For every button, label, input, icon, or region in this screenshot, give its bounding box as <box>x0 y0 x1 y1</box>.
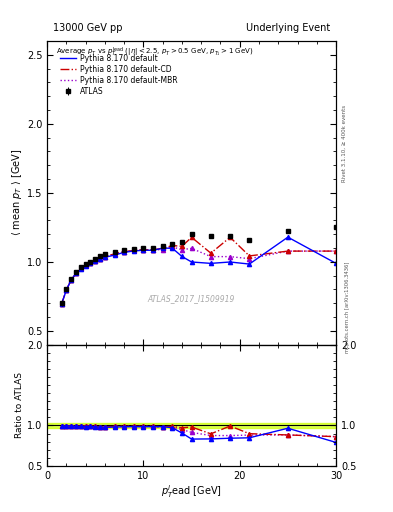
Pythia 8.170 default-CD <box>112 251 117 257</box>
Pythia 8.170 default <box>88 260 93 266</box>
Pythia 8.170 default <box>141 247 146 253</box>
Pythia 8.170 default <box>334 260 338 266</box>
Pythia 8.170 default-MBR <box>334 248 338 254</box>
Pythia 8.170 default-MBR <box>103 253 107 260</box>
Pythia 8.170 default-CD <box>160 245 165 251</box>
Pythia 8.170 default-CD <box>334 248 338 254</box>
Pythia 8.170 default-MBR <box>189 245 194 251</box>
Pythia 8.170 default-CD <box>64 287 69 293</box>
Pythia 8.170 default-MBR <box>247 255 252 262</box>
Pythia 8.170 default-CD <box>69 276 73 283</box>
Pythia 8.170 default <box>170 245 175 251</box>
Pythia 8.170 default-CD <box>88 260 93 266</box>
Pythia 8.170 default <box>93 259 98 265</box>
Text: mcplots.cern.ch [arXiv:1306.3436]: mcplots.cern.ch [arXiv:1306.3436] <box>345 262 350 353</box>
Pythia 8.170 default <box>160 245 165 251</box>
Pythia 8.170 default-CD <box>103 253 107 260</box>
Pythia 8.170 default-CD <box>170 243 175 249</box>
Text: 13000 GeV pp: 13000 GeV pp <box>53 24 123 33</box>
Pythia 8.170 default-CD <box>151 247 156 253</box>
Pythia 8.170 default-CD <box>228 234 233 240</box>
Pythia 8.170 default <box>59 301 64 307</box>
Pythia 8.170 default-MBR <box>93 258 98 264</box>
Pythia 8.170 default-CD <box>122 249 127 255</box>
Pythia 8.170 default <box>228 259 233 265</box>
Pythia 8.170 default-MBR <box>59 301 64 307</box>
X-axis label: $p_T^l\mathrm{ead}$ [GeV]: $p_T^l\mathrm{ead}$ [GeV] <box>161 483 222 500</box>
Pythia 8.170 default-MBR <box>122 249 127 255</box>
Pythia 8.170 default <box>112 252 117 258</box>
Pythia 8.170 default <box>64 287 69 293</box>
Pythia 8.170 default-CD <box>59 301 64 307</box>
Pythia 8.170 default-CD <box>83 262 88 268</box>
Pythia 8.170 default-CD <box>209 250 213 256</box>
Pythia 8.170 default-MBR <box>88 260 93 266</box>
Text: Underlying Event: Underlying Event <box>246 24 330 33</box>
Pythia 8.170 default-CD <box>132 247 136 253</box>
Pythia 8.170 default-CD <box>93 258 98 264</box>
Pythia 8.170 default-MBR <box>83 262 88 268</box>
Pythia 8.170 default-CD <box>79 265 83 271</box>
Pythia 8.170 default <box>103 254 107 261</box>
Pythia 8.170 default-MBR <box>170 244 175 250</box>
Legend: Pythia 8.170 default, Pythia 8.170 default-CD, Pythia 8.170 default-MBR, ATLAS: Pythia 8.170 default, Pythia 8.170 defau… <box>60 54 177 96</box>
Pythia 8.170 default-CD <box>285 248 290 254</box>
Bar <box>47 423 336 428</box>
Pythia 8.170 default-CD <box>189 234 194 240</box>
Pythia 8.170 default-MBR <box>74 270 79 276</box>
Pythia 8.170 default-MBR <box>141 247 146 253</box>
Line: Pythia 8.170 default: Pythia 8.170 default <box>62 237 336 304</box>
Pythia 8.170 default-MBR <box>98 255 103 262</box>
Pythia 8.170 default-CD <box>180 243 184 249</box>
Y-axis label: Ratio to ATLAS: Ratio to ATLAS <box>15 372 24 438</box>
Pythia 8.170 default <box>209 260 213 266</box>
Pythia 8.170 default-MBR <box>69 276 73 283</box>
Pythia 8.170 default <box>98 256 103 262</box>
Pythia 8.170 default <box>79 266 83 272</box>
Pythia 8.170 default <box>180 253 184 260</box>
Line: Pythia 8.170 default-CD: Pythia 8.170 default-CD <box>62 237 336 304</box>
Pythia 8.170 default-CD <box>98 255 103 262</box>
Pythia 8.170 default <box>69 276 73 283</box>
Text: ATLAS_2017_I1509919: ATLAS_2017_I1509919 <box>148 294 235 304</box>
Pythia 8.170 default-MBR <box>228 253 233 260</box>
Pythia 8.170 default-CD <box>74 270 79 276</box>
Y-axis label: $\langle$ mean $p_T$ $\rangle$ [GeV]: $\langle$ mean $p_T$ $\rangle$ [GeV] <box>10 149 24 237</box>
Pythia 8.170 default-MBR <box>160 247 165 253</box>
Pythia 8.170 default <box>247 261 252 267</box>
Pythia 8.170 default <box>132 248 136 254</box>
Pythia 8.170 default-MBR <box>64 287 69 293</box>
Pythia 8.170 default <box>74 270 79 276</box>
Pythia 8.170 default-MBR <box>285 248 290 254</box>
Pythia 8.170 default-CD <box>247 253 252 259</box>
Pythia 8.170 default <box>285 234 290 240</box>
Text: Average $p_T$ vs $p_T^{\mathrm{lead}}$ ($|\eta| < 2.5$, $p_T > 0.5$ GeV, $p_{T_1: Average $p_T$ vs $p_T^{\mathrm{lead}}$ (… <box>56 46 253 59</box>
Pythia 8.170 default <box>83 263 88 269</box>
Pythia 8.170 default-MBR <box>132 247 136 253</box>
Pythia 8.170 default-MBR <box>151 247 156 253</box>
Pythia 8.170 default-MBR <box>112 251 117 257</box>
Pythia 8.170 default-MBR <box>79 265 83 271</box>
Pythia 8.170 default-MBR <box>209 253 213 260</box>
Line: Pythia 8.170 default-MBR: Pythia 8.170 default-MBR <box>62 247 336 304</box>
Pythia 8.170 default-CD <box>141 247 146 253</box>
Pythia 8.170 default <box>189 259 194 265</box>
Pythia 8.170 default <box>151 247 156 253</box>
Pythia 8.170 default <box>122 249 127 255</box>
Text: Rivet 3.1.10, ≥ 400k events: Rivet 3.1.10, ≥ 400k events <box>342 105 347 182</box>
Pythia 8.170 default-MBR <box>180 247 184 253</box>
